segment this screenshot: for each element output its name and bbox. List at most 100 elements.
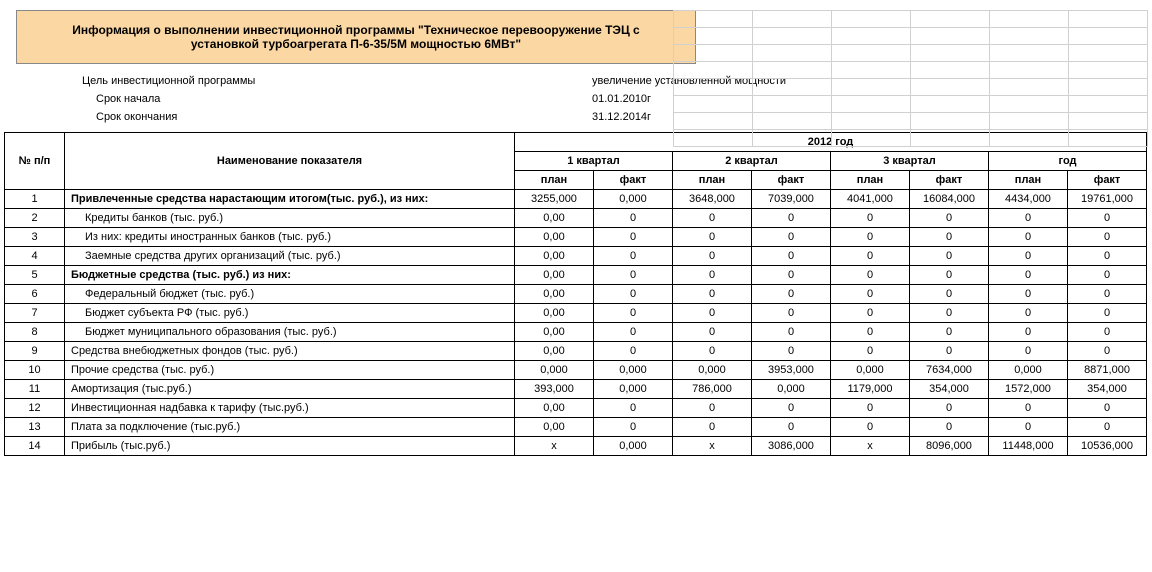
cell-value: 0 (831, 209, 910, 228)
cell-value: 0 (831, 266, 910, 285)
cell-value: 3953,000 (752, 361, 831, 380)
table-row: 10Прочие средства (тыс. руб.)0,0000,0000… (5, 361, 1147, 380)
cell-value: 0 (594, 247, 673, 266)
header-q1: 1 квартал (515, 152, 673, 171)
cell-value: 3648,000 (673, 190, 752, 209)
header-q2: 2 квартал (673, 152, 831, 171)
cell-value: x (515, 437, 594, 456)
header-q1-plan: план (515, 171, 594, 190)
cell-value: 1179,000 (831, 380, 910, 399)
cell-value: 0,000 (594, 437, 673, 456)
cell-value: 1572,000 (989, 380, 1068, 399)
cell-value: 0 (910, 399, 989, 418)
cell-value: 16084,000 (910, 190, 989, 209)
meta-end-value: 31.12.2014г (592, 108, 651, 126)
table-row: 3Из них: кредиты иностранных банков (тыс… (5, 228, 1147, 247)
row-number: 4 (5, 247, 65, 266)
cell-value: 354,000 (910, 380, 989, 399)
table-row: 14Прибыль (тыс.руб.)x0,000x3086,000x8096… (5, 437, 1147, 456)
cell-value: 0 (1068, 209, 1147, 228)
cell-value: 8096,000 (910, 437, 989, 456)
cell-value: 0 (989, 228, 1068, 247)
cell-value: 0 (752, 342, 831, 361)
cell-value: 0 (989, 247, 1068, 266)
cell-value: 0 (910, 266, 989, 285)
cell-value: 0 (673, 304, 752, 323)
cell-value: 0 (752, 418, 831, 437)
cell-value: 0,000 (752, 380, 831, 399)
table-row: 9Средства внебюджетных фондов (тыс. руб.… (5, 342, 1147, 361)
cell-value: x (673, 437, 752, 456)
cell-value: 0 (673, 228, 752, 247)
header-name: Наименование показателя (65, 133, 515, 190)
row-number: 9 (5, 342, 65, 361)
table-row: 13Плата за подключение (тыс.руб.)0,00000… (5, 418, 1147, 437)
meta-end-label: Срок окончания (82, 108, 592, 126)
cell-value: 0,00 (515, 285, 594, 304)
cell-value: 0,00 (515, 266, 594, 285)
row-number: 8 (5, 323, 65, 342)
cell-value: 0 (910, 418, 989, 437)
cell-value: 0 (752, 209, 831, 228)
cell-value: 0 (594, 418, 673, 437)
cell-value: 393,000 (515, 380, 594, 399)
row-number: 7 (5, 304, 65, 323)
row-number: 1 (5, 190, 65, 209)
cell-value: 19761,000 (1068, 190, 1147, 209)
header-yr: год (989, 152, 1147, 171)
cell-value: 0 (1068, 304, 1147, 323)
row-number: 6 (5, 285, 65, 304)
cell-value: 3255,000 (515, 190, 594, 209)
header-yr-plan: план (989, 171, 1068, 190)
table-row: 6Федеральный бюджет (тыс. руб.)0,0000000… (5, 285, 1147, 304)
row-name: Бюджет муниципального образования (тыс. … (65, 323, 515, 342)
cell-value: 0 (594, 304, 673, 323)
cell-value: 0 (1068, 285, 1147, 304)
cell-value: 0 (752, 228, 831, 247)
cell-value: 0 (594, 323, 673, 342)
cell-value: 11448,000 (989, 437, 1068, 456)
cell-value: 7039,000 (752, 190, 831, 209)
cell-value: 0 (831, 304, 910, 323)
header-q1-fact: факт (594, 171, 673, 190)
cell-value: 0 (673, 209, 752, 228)
cell-value: 8871,000 (1068, 361, 1147, 380)
table-row: 1Привлеченные средства нарастающим итого… (5, 190, 1147, 209)
header-q3: 3 квартал (831, 152, 989, 171)
cell-value: 0 (594, 266, 673, 285)
cell-value: 0 (673, 342, 752, 361)
row-number: 5 (5, 266, 65, 285)
header-q3-plan: план (831, 171, 910, 190)
table-row: 12Инвестиционная надбавка к тарифу (тыс.… (5, 399, 1147, 418)
cell-value: 0 (831, 228, 910, 247)
cell-value: 0 (831, 342, 910, 361)
table-row: 11Амортизация (тыс.руб.)393,0000,000786,… (5, 380, 1147, 399)
header-q2-plan: план (673, 171, 752, 190)
cell-value: 7634,000 (910, 361, 989, 380)
cell-value: 4041,000 (831, 190, 910, 209)
cell-value: 0 (1068, 418, 1147, 437)
row-name: Прибыль (тыс.руб.) (65, 437, 515, 456)
cell-value: 0 (989, 285, 1068, 304)
row-number: 11 (5, 380, 65, 399)
cell-value: 0,00 (515, 342, 594, 361)
row-number: 14 (5, 437, 65, 456)
row-name: Прочие средства (тыс. руб.) (65, 361, 515, 380)
cell-value: 0 (752, 323, 831, 342)
table-row: 5Бюджетные средства (тыс. руб.) из них:0… (5, 266, 1147, 285)
cell-value: 0 (831, 418, 910, 437)
cell-value: 0,00 (515, 228, 594, 247)
row-name: Кредиты банков (тыс. руб.) (65, 209, 515, 228)
cell-value: 0 (1068, 228, 1147, 247)
cell-value: 0 (989, 418, 1068, 437)
row-number: 10 (5, 361, 65, 380)
cell-value: 0 (910, 209, 989, 228)
cell-value: 0,00 (515, 247, 594, 266)
row-number: 2 (5, 209, 65, 228)
cell-value: 0 (989, 399, 1068, 418)
cell-value: 0,000 (989, 361, 1068, 380)
cell-value: 786,000 (673, 380, 752, 399)
cell-value: 0 (594, 228, 673, 247)
row-number: 12 (5, 399, 65, 418)
cell-value: 3086,000 (752, 437, 831, 456)
